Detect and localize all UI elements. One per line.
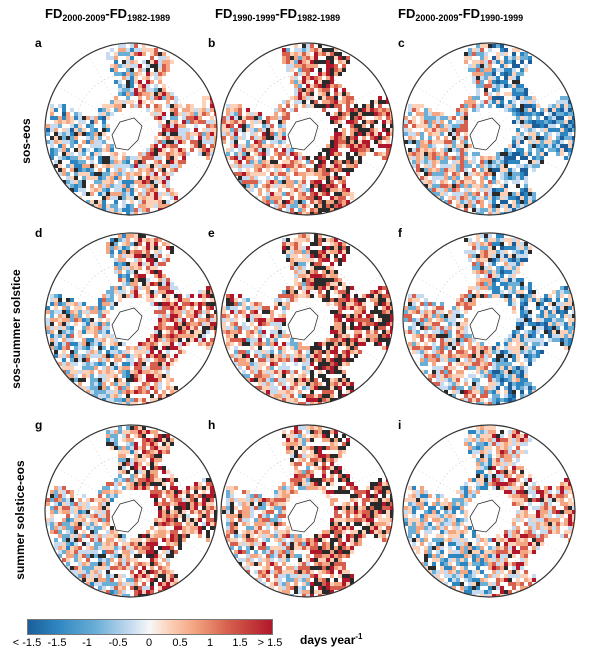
colorbar-tick: 0 <box>145 637 153 649</box>
column-title-2: FD1990-1999-FD1982-1989 <box>215 6 341 23</box>
panel-letter-c: c <box>398 36 405 50</box>
row-label-2: sos-summer solstice <box>9 269 23 389</box>
colorbar-tick: 1 <box>206 637 214 649</box>
polar-map-i <box>402 424 576 598</box>
polar-map-b <box>220 42 394 216</box>
polar-map-e <box>220 232 394 406</box>
polar-map-c <box>402 42 576 216</box>
column-title-3: FD2000-2009-FD1990-1999 <box>398 6 524 23</box>
panel-letter-f: f <box>398 226 402 240</box>
colorbar-tick: -0.5 <box>108 637 128 649</box>
colorbar-tick: < -1.5 <box>12 637 42 649</box>
panel-letter-b: b <box>208 36 216 50</box>
colorbar-tick: 1.5 <box>232 637 248 649</box>
colorbar-tick: > 1.5 <box>257 637 283 649</box>
column-title-1: FD2000-2009-FD1982-1989 <box>45 6 171 23</box>
colorbar-tick: -1.5 <box>47 637 67 649</box>
polar-map-g <box>44 424 218 598</box>
row-label-1: sos-eos <box>19 118 33 164</box>
polar-map-d <box>44 232 218 406</box>
colorbar-unit-label: days year-1 <box>300 632 363 647</box>
polar-map-f <box>402 232 576 406</box>
panel-letter-d: d <box>35 226 43 240</box>
panel-letter-h: h <box>208 418 216 432</box>
row-label-3: summer solstice-eos <box>13 460 27 580</box>
colorbar-tick: 0.5 <box>172 637 188 649</box>
panel-letter-g: g <box>35 418 43 432</box>
polar-map-h <box>220 424 394 598</box>
panel-letter-i: i <box>398 418 402 432</box>
polar-map-a <box>44 42 218 216</box>
panel-letter-e: e <box>208 226 215 240</box>
colorbar-tick: -1 <box>82 637 92 649</box>
colorbar <box>27 619 273 635</box>
panel-letter-a: a <box>35 36 42 50</box>
